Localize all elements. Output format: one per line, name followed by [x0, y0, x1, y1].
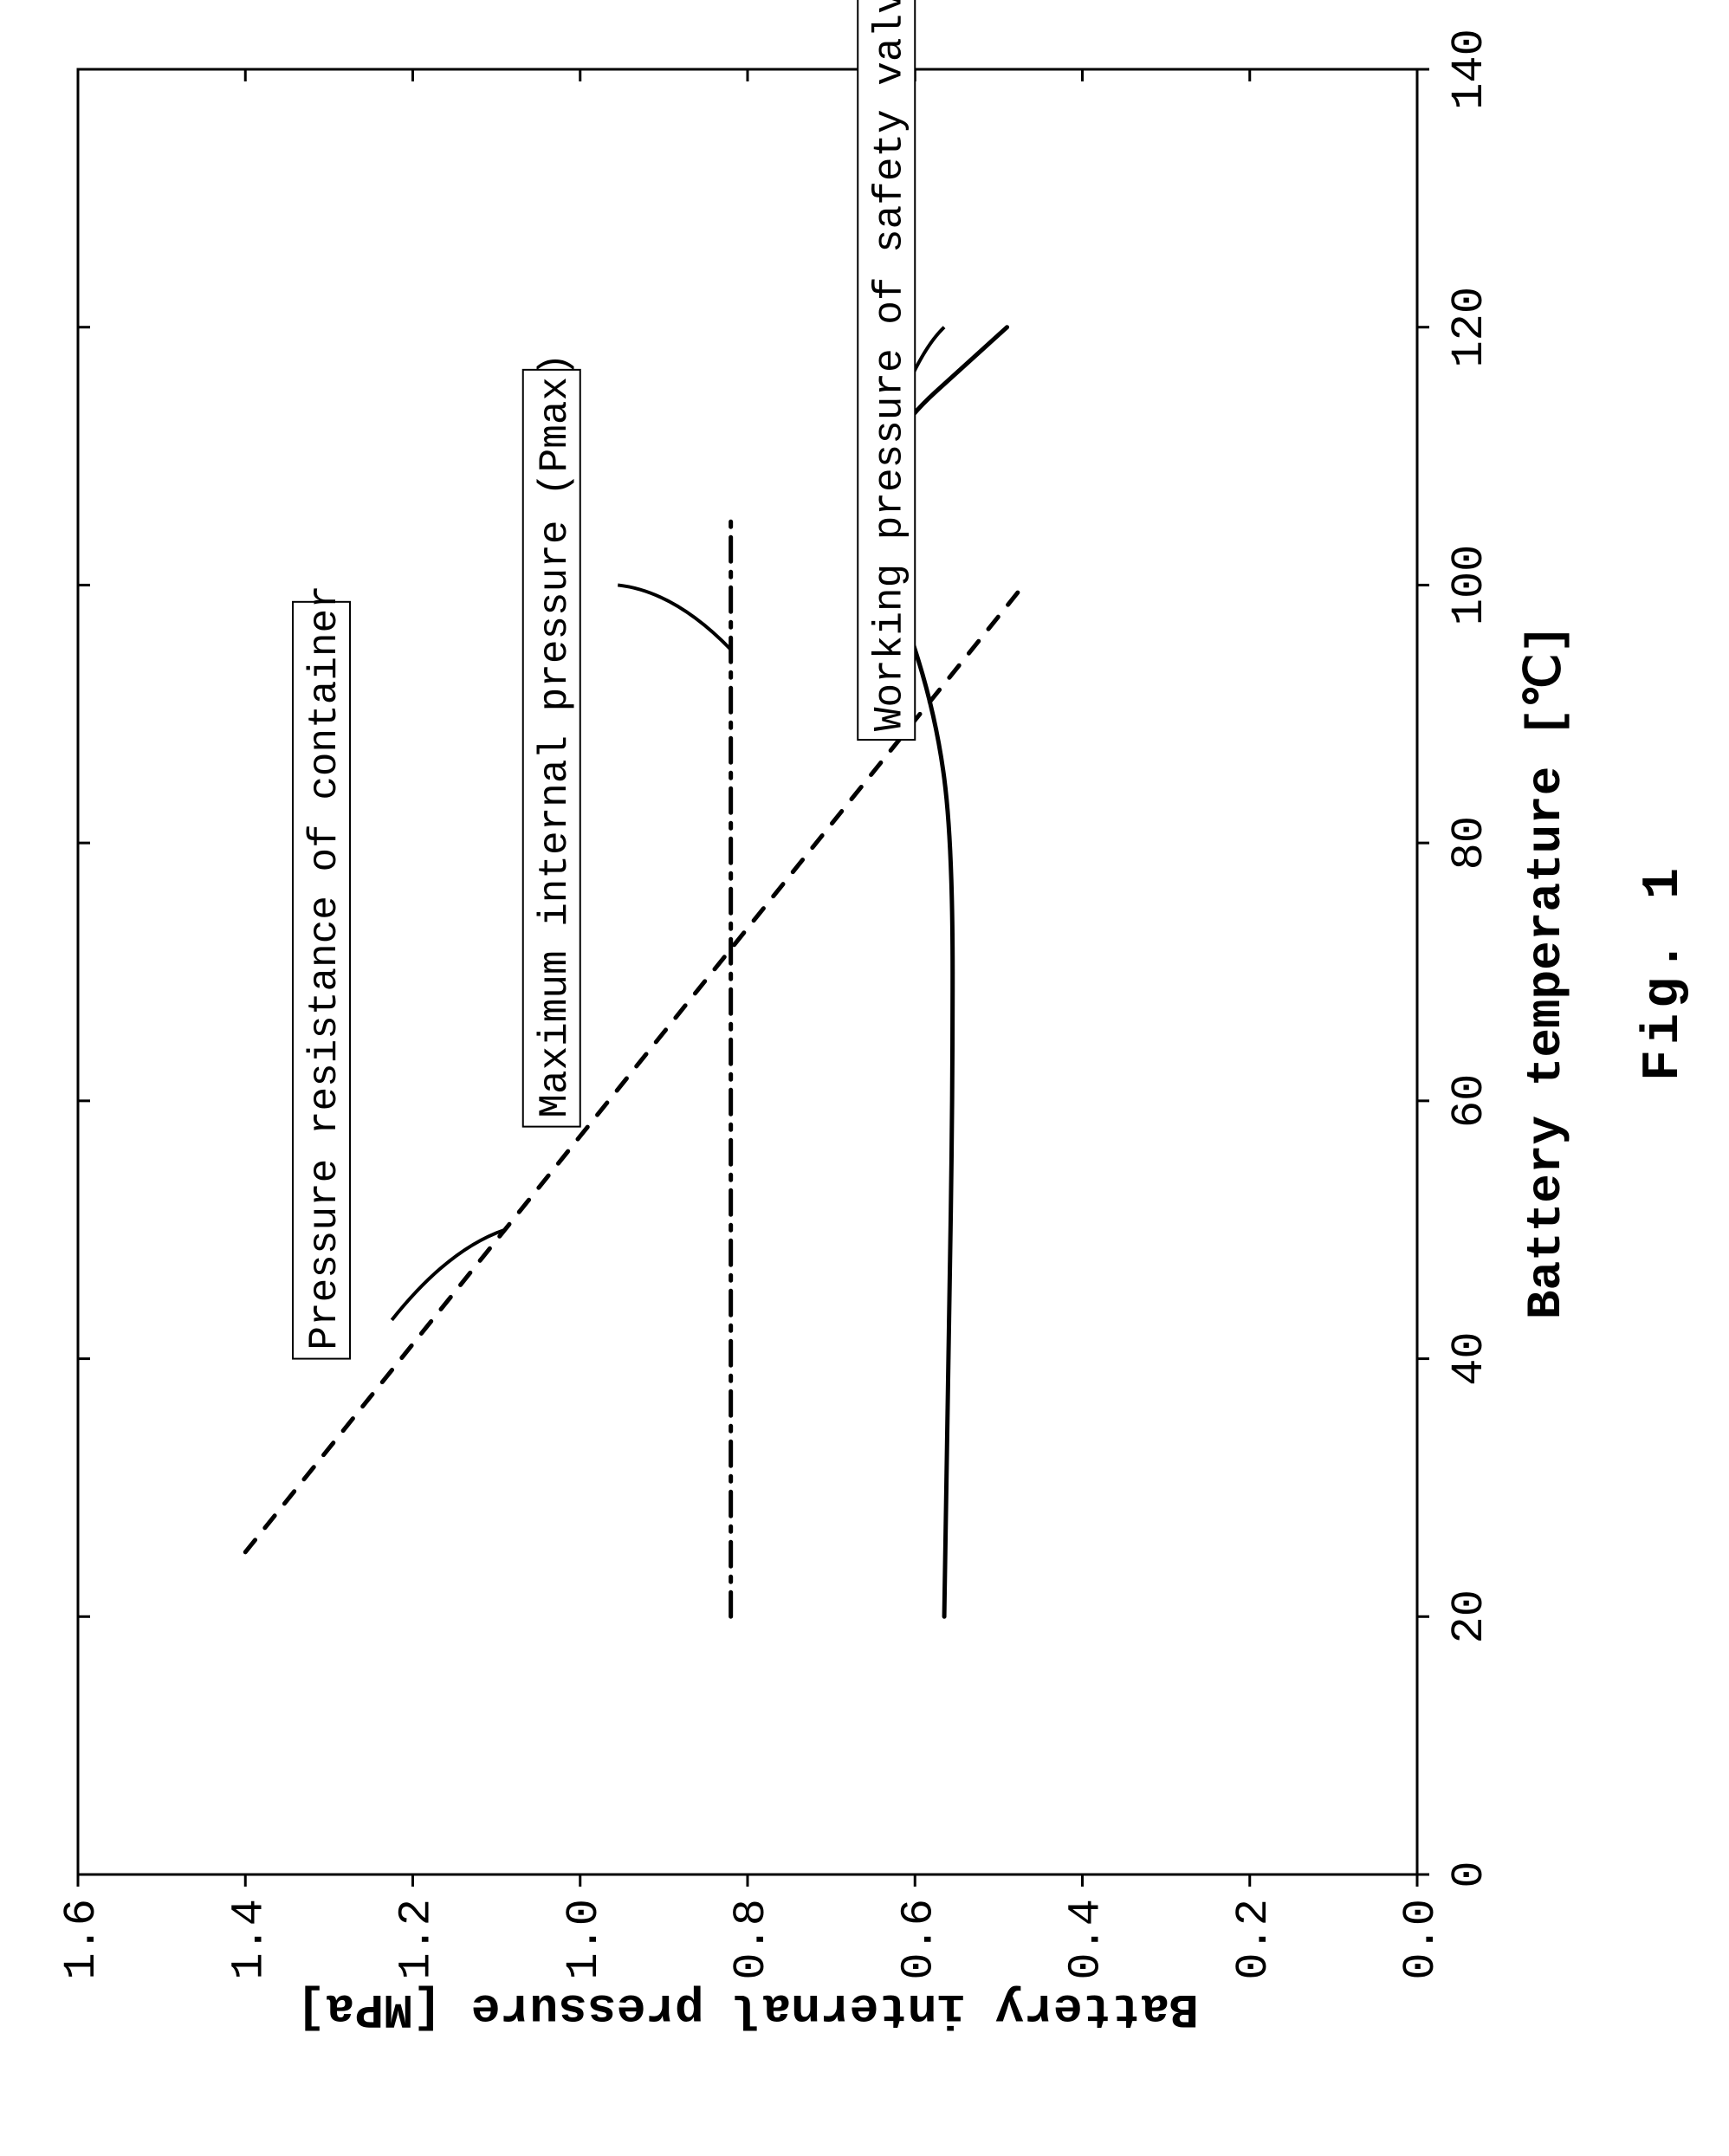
x-tick-label: 20: [1444, 1589, 1495, 1643]
plot-border: [78, 69, 1417, 1874]
pmax-leader: [618, 585, 730, 649]
x-tick-label: 80: [1444, 816, 1495, 870]
chart-container: 0 20 40 60 80 100 120 140 0.0 0.2 0.4 0.6 0.8 1.0 1.2 1…: [0, 0, 1729, 2152]
pressure-resistance-callout-label: Pressure resistance of container: [302, 585, 347, 1350]
x-tick-label: 120: [1444, 287, 1495, 368]
y-tick-label: 1.2: [392, 1899, 443, 1980]
y-tick-label: 1.6: [56, 1899, 107, 1980]
figure-label: Fig. 1: [1635, 863, 1693, 1081]
y-tick-label: 0.8: [726, 1899, 777, 1980]
y-tick-label: 0.0: [1396, 1899, 1447, 1980]
y-axis-label: Battery internal pressure [MPa]: [296, 1981, 1199, 2036]
x-tick-label: 100: [1444, 545, 1495, 626]
y-tick-label: 1.0: [559, 1899, 610, 1980]
x-tick-label: 60: [1444, 1074, 1495, 1128]
pmax-callout-label: Maximum internal pressure (Pmax): [533, 353, 578, 1117]
x-tick-label: 40: [1444, 1331, 1495, 1385]
pressure-resistance-leader: [392, 1230, 504, 1320]
working-pressure-callout-label: Working pressure of safety valve: [867, 0, 912, 731]
x-tick-label: 140: [1444, 29, 1495, 110]
y-tick-label: 0.2: [1228, 1899, 1279, 1980]
x-tick-label: 0: [1444, 1861, 1495, 1887]
y-tick-label: 0.6: [893, 1899, 944, 1980]
y-tick-label: 1.4: [223, 1899, 275, 1980]
x-axis-label: Battery temperature [℃]: [1519, 625, 1574, 1319]
battery-pressure-chart: 0 20 40 60 80 100 120 140 0.0 0.2 0.4 0.6 0.8 1.0 1.2 1…: [0, 0, 1729, 2152]
y-tick-label: 0.4: [1061, 1899, 1112, 1980]
